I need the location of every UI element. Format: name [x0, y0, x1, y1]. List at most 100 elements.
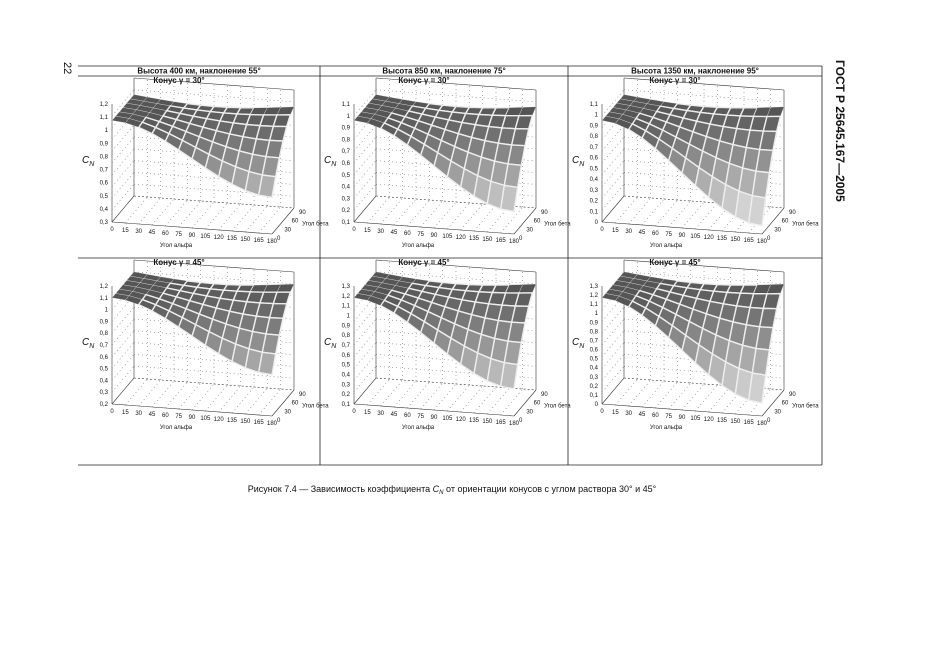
z-tick-label: 0 — [277, 236, 281, 242]
surface-cell — [268, 125, 288, 142]
x-tick-label: 90 — [189, 233, 196, 239]
y-label-subscript: N — [579, 343, 585, 350]
x-tick-label: 180 — [509, 421, 520, 427]
x-tick-label: 165 — [496, 420, 507, 426]
box-edge — [375, 77, 537, 91]
box-edge — [623, 259, 785, 273]
wall-grid — [601, 148, 625, 175]
y-tick-label: 0,1 — [590, 393, 599, 399]
y-tick-label: 0,5 — [342, 173, 351, 179]
box-edge — [353, 195, 377, 223]
wall-grid — [125, 378, 148, 406]
x-tick-label: 75 — [665, 232, 672, 238]
x-tick-label: 165 — [744, 238, 755, 244]
x-tick-label: 135 — [227, 236, 238, 242]
wall-grid — [178, 200, 201, 228]
z-tick-label: 0 — [767, 418, 771, 424]
x-tick-label: 60 — [404, 413, 411, 419]
z-tick-label: 30 — [526, 227, 533, 233]
y-tick-label: 1,1 — [100, 296, 109, 302]
z-tick-label: 30 — [284, 409, 291, 415]
y-tick-label: 0,5 — [100, 367, 109, 373]
wall-grid — [353, 148, 377, 175]
z-axis-label: Угол бета — [302, 404, 329, 410]
surface-cell — [499, 184, 519, 213]
z-tick-label: 90 — [299, 392, 306, 398]
y-tick-label: 0,8 — [590, 134, 599, 140]
y-tick-label: 1,3 — [590, 284, 599, 290]
wall-grid — [487, 387, 510, 415]
wall-grid — [601, 172, 625, 199]
y-tick-label: 0,9 — [342, 126, 351, 132]
surface-cell — [257, 351, 277, 376]
y-tick-label: 0,3 — [100, 390, 109, 396]
wall-grid — [380, 379, 403, 407]
wall-grid — [708, 385, 731, 413]
wall-grid — [165, 199, 188, 227]
wall-grid — [375, 183, 537, 197]
x-tick-label: 120 — [456, 235, 467, 241]
wall-grid — [601, 318, 625, 346]
wall-grid — [133, 183, 295, 197]
wall-grid — [133, 172, 295, 185]
y-label-subscript: N — [331, 343, 337, 350]
y-tick-label: 1,2 — [100, 102, 109, 108]
wall-grid — [353, 160, 377, 187]
wall-grid — [111, 330, 135, 357]
caption-text: от ориентации конусов с углом раствора 3… — [444, 484, 657, 494]
z-tick-label: 90 — [789, 210, 796, 216]
wall-grid — [623, 271, 785, 285]
wall-grid — [681, 383, 705, 411]
wall-grid — [695, 384, 718, 412]
x-tick-label: 105 — [690, 234, 701, 240]
table-frame — [78, 65, 823, 466]
wall-grid — [601, 184, 625, 211]
x-tick-label: 150 — [240, 237, 251, 243]
x-tick-label: 0 — [600, 409, 604, 415]
wall-grid — [601, 366, 625, 393]
wall-grid — [655, 381, 678, 409]
y-tick-label: 1,1 — [590, 302, 599, 308]
box-edge — [761, 389, 785, 417]
z-axis-label: Угол бета — [544, 404, 571, 410]
x-tick-label: 75 — [417, 414, 424, 420]
wall-grid — [353, 184, 377, 211]
wall-grid — [178, 382, 201, 410]
box-edge — [353, 377, 377, 405]
wall-grid — [111, 148, 135, 175]
wall-grid — [601, 125, 625, 152]
y-tick-label: 0,4 — [100, 378, 109, 384]
wall-grid — [615, 196, 638, 224]
x-axis-label: Угол альфа — [160, 425, 193, 431]
x-tick-label: 45 — [391, 230, 398, 236]
wall-grid — [375, 365, 537, 379]
x-tick-label: 0 — [110, 227, 114, 233]
x-tick-label: 30 — [135, 411, 142, 417]
box-edge — [271, 207, 295, 235]
y-tick-label: 0,7 — [100, 343, 109, 349]
x-tick-label: 135 — [469, 236, 480, 242]
x-tick-label: 60 — [162, 413, 169, 419]
x-tick-label: 150 — [482, 419, 493, 425]
z-tick-label: 60 — [292, 401, 299, 407]
x-tick-label: 120 — [214, 235, 225, 241]
x-axis-label: Угол альфа — [402, 425, 435, 431]
wall-grid — [353, 307, 377, 334]
box-edge — [623, 77, 785, 91]
y-tick-label: 0,2 — [100, 402, 109, 408]
wall-grid — [628, 197, 651, 225]
surface-cell — [257, 174, 277, 199]
x-tick-label: 15 — [122, 410, 129, 416]
x-tick-label: 90 — [431, 415, 438, 421]
y-label-subscript: N — [579, 161, 585, 168]
x-tick-label: 45 — [149, 230, 156, 236]
wall-grid — [138, 197, 161, 225]
y-label-symbol: C — [82, 337, 90, 348]
surface-cell — [758, 307, 778, 329]
wall-grid — [111, 89, 135, 116]
wall-grid — [125, 196, 148, 224]
surface-plot: 0,1 0,2 0,3 0,4 0,5 0,6 0,7 0,8 0,9 1 1,1 1,2 1,3 CN 0… — [324, 259, 571, 431]
y-axis-label: CN — [572, 337, 585, 350]
y-tick-label: 0,3 — [590, 188, 599, 194]
